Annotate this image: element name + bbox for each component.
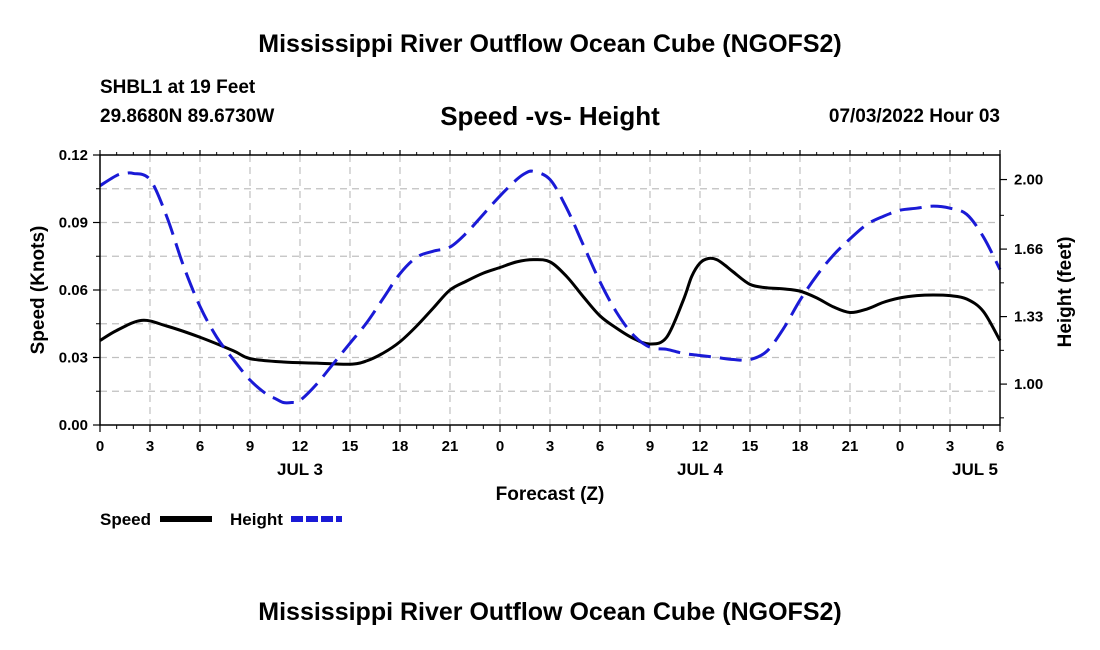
y2-tick-label: 1.66 xyxy=(1014,241,1043,258)
x-tick-label: 12 xyxy=(292,438,309,455)
y-tick-label: 0.00 xyxy=(59,417,88,434)
x-tick-label: 15 xyxy=(342,438,359,455)
legend-label-speed: Speed xyxy=(100,510,151,529)
date-label: JUL 4 xyxy=(677,460,724,479)
x-tick-label: 6 xyxy=(196,438,204,455)
forecast-datetime: 07/03/2022 Hour 03 xyxy=(828,106,1000,127)
x-tick-label: 12 xyxy=(692,438,709,455)
x-tick-label: 0 xyxy=(96,438,104,455)
x-tick-label: 3 xyxy=(946,438,954,455)
x-tick-label: 6 xyxy=(596,438,604,455)
x-tick-label: 9 xyxy=(646,438,654,455)
legend: Speed Height xyxy=(100,510,342,529)
date-label: JUL 5 xyxy=(952,460,998,479)
station-coordinates: 29.8680N 89.6730W xyxy=(100,106,275,127)
footer-title: Mississippi River Outflow Ocean Cube (NG… xyxy=(258,598,842,626)
series-line-height xyxy=(99,169,1002,405)
x-axis-title: Forecast (Z) xyxy=(496,484,605,505)
x-tick-label: 3 xyxy=(546,438,554,455)
y2-tick-label: 1.00 xyxy=(1014,376,1043,393)
y-tick-label: 0.09 xyxy=(59,215,88,232)
x-tick-label: 3 xyxy=(146,438,154,455)
x-tick-label: 18 xyxy=(392,438,409,455)
x-tick-label: 18 xyxy=(792,438,809,455)
axes: 0 3 6 9 12 15 18 21 0 3 6 9 12 15 18 21 0 3 6 JUL 3 JUL 4 JUL… xyxy=(28,147,1076,505)
y2-tick-label: 2.00 xyxy=(1014,172,1043,189)
y-tick-label: 0.12 xyxy=(59,147,88,164)
y-tick-label: 0.03 xyxy=(59,350,88,367)
y2-axis-title: Height (feet) xyxy=(1055,237,1076,348)
y2-tick-label: 1.33 xyxy=(1014,309,1043,326)
chart-subtitle: Speed -vs- Height xyxy=(440,101,660,131)
series-layer xyxy=(99,169,1002,405)
x-tick-label: 0 xyxy=(896,438,904,455)
x-tick-label: 15 xyxy=(742,438,759,455)
legend-label-height: Height xyxy=(230,510,283,529)
grid xyxy=(100,155,1000,425)
x-tick-label: 21 xyxy=(842,438,859,455)
page-title: Mississippi River Outflow Ocean Cube (NG… xyxy=(258,30,842,58)
date-label: JUL 3 xyxy=(277,460,323,479)
x-tick-label: 9 xyxy=(246,438,254,455)
x-tick-label: 21 xyxy=(442,438,459,455)
x-tick-label: 6 xyxy=(996,438,1004,455)
y-tick-label: 0.06 xyxy=(59,282,88,299)
y-axis-title: Speed (Knots) xyxy=(28,226,49,355)
x-tick-label: 0 xyxy=(496,438,504,455)
station-label: SHBL1 at 19 Feet xyxy=(100,77,256,98)
